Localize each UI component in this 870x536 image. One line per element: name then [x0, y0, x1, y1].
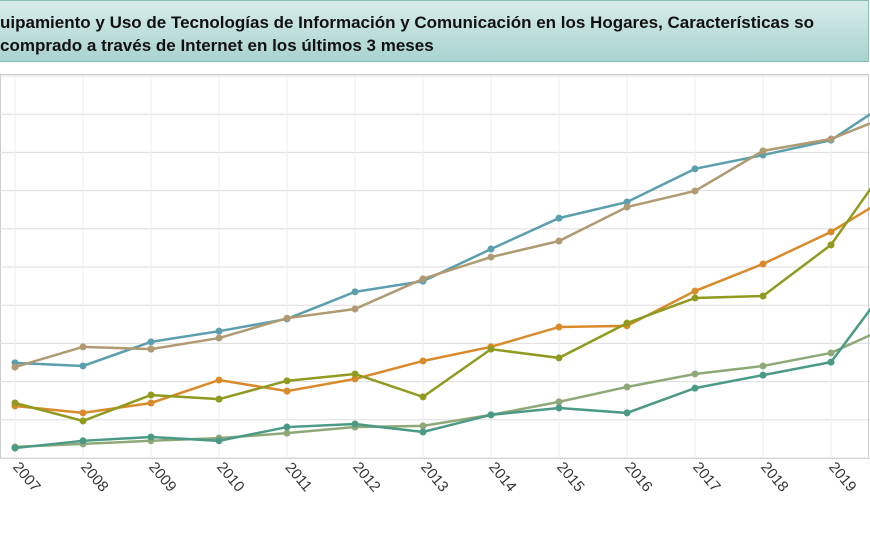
point: [283, 377, 291, 385]
point: [11, 444, 19, 452]
point: [147, 433, 155, 441]
x-tick-label: 2015: [553, 459, 587, 495]
x-tick-label: 2019: [825, 459, 859, 495]
series-line: [14, 112, 870, 368]
point: [351, 305, 359, 313]
point: [147, 338, 155, 346]
point: [827, 241, 835, 249]
point: [827, 135, 835, 143]
point: [623, 198, 631, 206]
point: [283, 429, 291, 437]
x-tick-label: 2018: [757, 459, 791, 495]
point: [147, 345, 155, 353]
point: [623, 409, 631, 417]
point: [283, 314, 291, 322]
point: [419, 422, 427, 430]
point: [11, 399, 19, 407]
point: [759, 362, 767, 370]
point: [827, 358, 835, 366]
point: [419, 275, 427, 283]
point: [79, 437, 87, 445]
x-tick-label: 2014: [485, 459, 519, 495]
point: [487, 253, 495, 261]
point: [487, 411, 495, 419]
series-line: [14, 333, 870, 449]
point: [555, 214, 563, 222]
point: [79, 343, 87, 351]
point: [487, 345, 495, 353]
series-line: [14, 206, 870, 415]
point: [691, 370, 699, 378]
point: [351, 370, 359, 378]
series-line: [14, 307, 870, 450]
point: [419, 428, 427, 436]
point: [555, 398, 563, 406]
series-line: [14, 187, 870, 423]
point: [351, 420, 359, 428]
x-tick-label: 2012: [349, 459, 383, 495]
x-tick-label: 2008: [77, 459, 111, 495]
x-tick-label: 2016: [621, 459, 655, 495]
point: [215, 395, 223, 403]
point: [691, 165, 699, 173]
point: [79, 362, 87, 370]
series-line: [14, 122, 870, 369]
point: [623, 383, 631, 391]
chart-title: uipamiento y Uso de Tecnologías de Infor…: [0, 13, 815, 32]
x-tick-label: 2013: [417, 459, 451, 495]
x-tick-label: 2009: [145, 459, 179, 495]
point: [419, 357, 427, 365]
point: [623, 203, 631, 211]
point: [351, 288, 359, 296]
point: [215, 327, 223, 335]
point: [759, 371, 767, 379]
point: [759, 260, 767, 268]
point: [827, 228, 835, 236]
point: [351, 375, 359, 383]
point: [691, 187, 699, 195]
point: [419, 393, 427, 401]
point: [283, 387, 291, 395]
point: [79, 417, 87, 425]
header: uipamiento y Uso de Tecnologías de Infor…: [0, 0, 869, 62]
point: [555, 404, 563, 412]
x-tick-label: 2007: [9, 459, 43, 495]
x-tick-label: 2011: [282, 459, 316, 495]
point: [759, 292, 767, 300]
point: [623, 319, 631, 327]
point: [555, 237, 563, 245]
x-tick-label: 2017: [689, 459, 723, 495]
point: [555, 354, 563, 362]
point: [691, 384, 699, 392]
chart-subtitle: comprado a través de Internet en los últ…: [0, 36, 434, 55]
x-tick-label: 2010: [213, 459, 247, 495]
point: [147, 399, 155, 407]
point: [79, 409, 87, 417]
point: [215, 376, 223, 384]
point: [487, 245, 495, 253]
point: [147, 391, 155, 399]
point: [555, 323, 563, 331]
point: [827, 349, 835, 357]
point: [11, 363, 19, 371]
point: [691, 294, 699, 302]
point: [283, 423, 291, 431]
point: [215, 437, 223, 445]
point: [215, 334, 223, 342]
point: [691, 287, 699, 295]
point: [759, 147, 767, 155]
